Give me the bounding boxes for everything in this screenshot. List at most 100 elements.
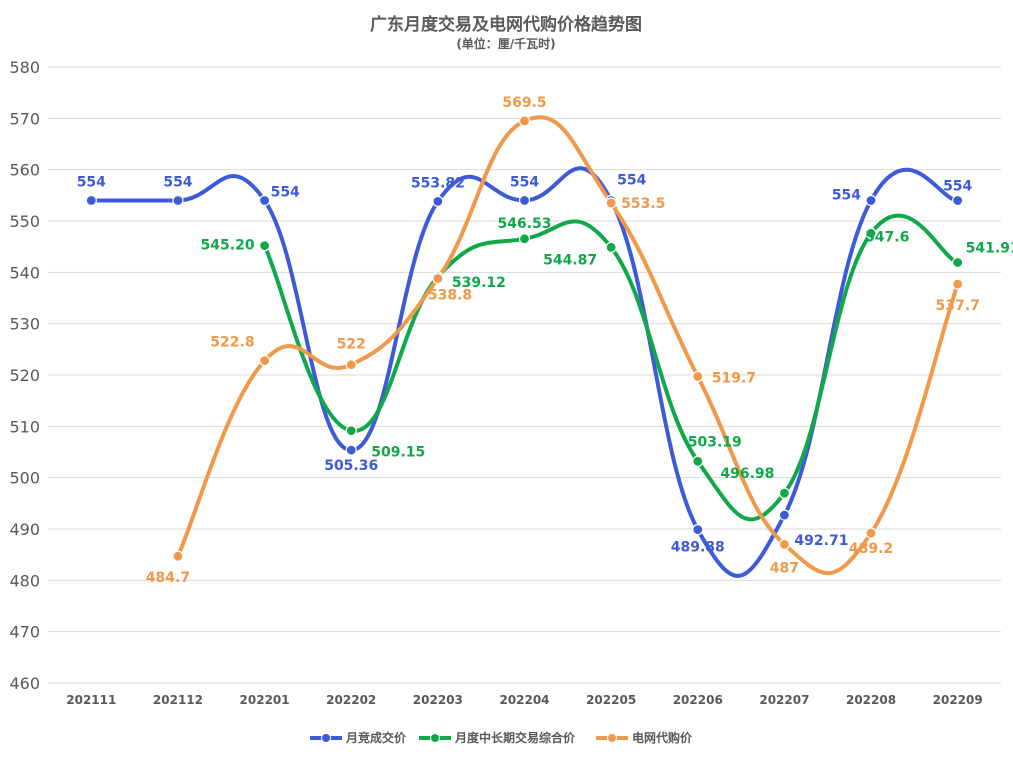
data-point	[518, 233, 531, 245]
data-point	[865, 527, 877, 539]
grid-lines	[48, 66, 1001, 684]
data-point	[605, 241, 617, 253]
legend-label: 月竞成交价	[345, 730, 407, 745]
data-point	[865, 194, 877, 207]
data-label: 489.2	[849, 541, 893, 557]
y-tick-label: 460	[9, 674, 40, 693]
legend-label: 月度中长期交易综合价	[454, 730, 576, 745]
data-label: 553.82	[411, 175, 465, 191]
data-label: 484.7	[146, 570, 190, 586]
y-tick-label: 490	[9, 520, 40, 539]
chart-title: 广东月度交易及电网代购价格趋势图	[370, 14, 642, 35]
data-label: 554	[77, 174, 106, 190]
legend-marker	[321, 733, 331, 743]
data-label: 487	[770, 560, 799, 576]
data-point	[258, 194, 271, 207]
x-tick-label: 202112	[153, 693, 203, 707]
legend-marker	[607, 733, 617, 743]
x-tick-label: 202111	[66, 693, 116, 707]
legend-label: 电网代购价	[632, 730, 693, 745]
data-point	[85, 194, 97, 207]
data-label: 522	[337, 337, 366, 353]
series-line	[262, 213, 960, 522]
data-point	[952, 256, 964, 269]
series-line	[175, 115, 960, 576]
data-label: 554	[163, 174, 192, 190]
data-point	[345, 359, 357, 371]
x-tick-label: 202205	[586, 693, 636, 707]
x-tick-label: 202201	[240, 693, 290, 707]
data-point	[258, 355, 271, 367]
y-tick-label: 560	[9, 161, 40, 180]
data-point	[952, 194, 964, 207]
data-label: 554	[617, 172, 646, 188]
data-point	[172, 194, 184, 207]
data-point	[605, 197, 617, 209]
series-lines	[89, 115, 960, 578]
data-point	[432, 195, 444, 207]
y-tick-label: 530	[9, 315, 40, 334]
data-label: 489.88	[671, 540, 725, 556]
x-tick-label: 202204	[499, 693, 549, 707]
data-point	[865, 227, 877, 239]
data-label: 554	[832, 187, 861, 203]
series-markers	[85, 115, 964, 562]
y-tick-label: 500	[9, 469, 40, 488]
data-label: 569.5	[502, 95, 546, 111]
x-tick-label: 202209	[933, 693, 983, 707]
data-point	[692, 524, 704, 536]
data-label: 554	[510, 174, 539, 190]
chart-subtitle: (单位：厘/千瓦时)	[456, 36, 555, 51]
data-point	[518, 115, 531, 127]
data-point	[432, 272, 444, 285]
data-label: 503.19	[688, 434, 742, 450]
data-point	[778, 487, 791, 499]
legend-marker	[430, 733, 440, 743]
data-label: 541.91	[966, 241, 1013, 257]
data-point	[692, 370, 704, 383]
y-tick-label: 540	[9, 263, 40, 282]
data-point	[952, 278, 964, 290]
data-label: 496.98	[720, 466, 774, 482]
data-label: 547.6	[865, 229, 909, 245]
data-label: 544.87	[543, 252, 597, 268]
data-point	[778, 538, 791, 551]
legend: 月竞成交价 月度中长期交易综合价 电网代购价	[310, 730, 693, 745]
data-label: 546.53	[497, 216, 551, 232]
y-tick-label: 470	[9, 623, 40, 642]
data-point	[345, 425, 357, 437]
data-label: 554	[271, 184, 300, 200]
x-tick-label: 202206	[673, 693, 723, 707]
data-label: 537.7	[936, 298, 980, 314]
data-label: 554	[943, 178, 972, 194]
data-labels: 554 554 554 505.36 553.82 554 554 489.88 492.71 5…	[77, 95, 1013, 586]
data-label: 522.8	[210, 335, 254, 351]
y-tick-label: 580	[9, 58, 40, 77]
data-point	[258, 240, 271, 252]
data-point	[778, 509, 791, 521]
y-tick-label: 570	[9, 109, 40, 128]
data-label: 538.8	[428, 287, 472, 303]
x-tick-label: 202207	[759, 693, 809, 707]
data-point	[518, 194, 531, 207]
y-tick-label: 480	[9, 571, 40, 590]
y-axis: 460 470 480 490 500 510 520 530 540 550 560 570 580	[9, 58, 40, 693]
data-point	[692, 455, 704, 467]
x-axis: 202111 202112 202201 202202 202203 202204 2022…	[66, 693, 982, 707]
data-label: 505.36	[324, 458, 378, 474]
x-tick-label: 202208	[846, 693, 896, 707]
data-point	[345, 444, 357, 456]
data-label: 492.71	[794, 533, 848, 549]
y-tick-label: 510	[9, 417, 40, 436]
data-label: 545.20	[201, 238, 255, 254]
data-label: 553.5	[621, 196, 665, 212]
data-label: 519.7	[712, 371, 756, 387]
data-label: 509.15	[371, 445, 425, 461]
y-tick-label: 550	[9, 212, 40, 231]
x-tick-label: 202202	[326, 693, 376, 707]
data-label: 539.12	[452, 275, 506, 291]
data-point	[172, 550, 184, 562]
x-tick-label: 202203	[413, 693, 463, 707]
y-tick-label: 520	[9, 366, 40, 385]
